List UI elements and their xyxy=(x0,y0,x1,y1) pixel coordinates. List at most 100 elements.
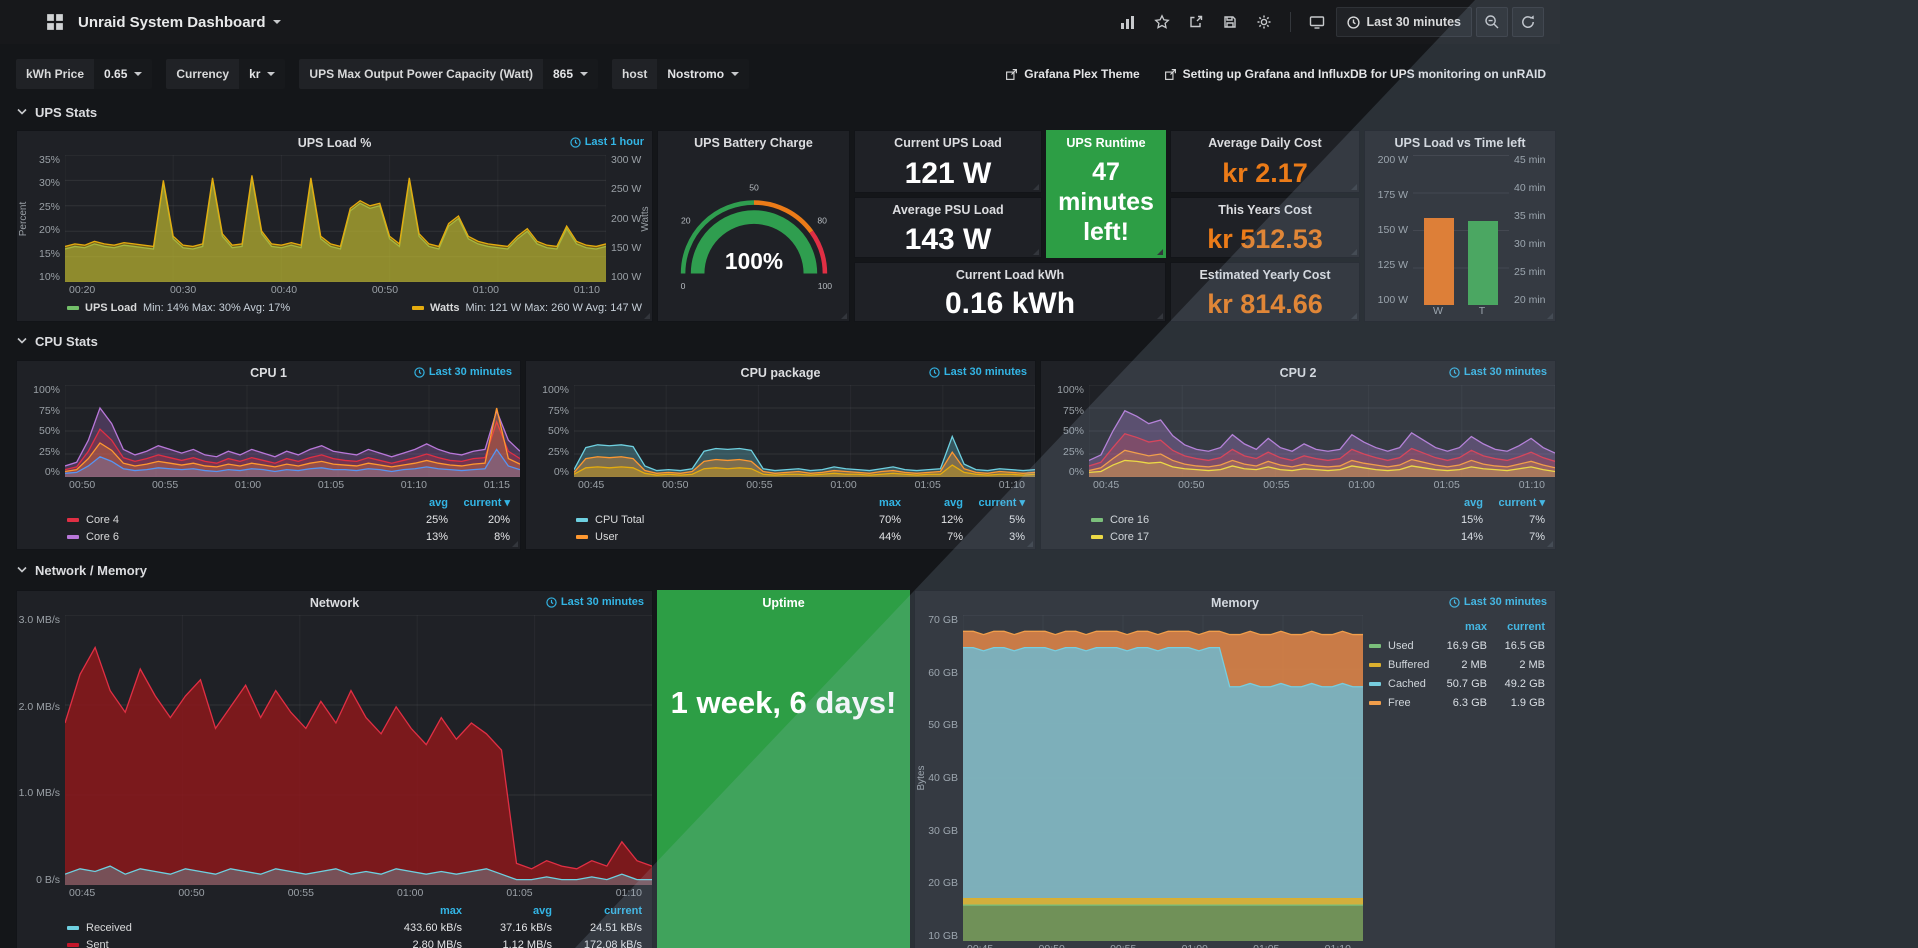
variable-ups-max-output[interactable]: UPS Max Output Power Capacity (Watt) 865 xyxy=(299,59,599,89)
legend-series[interactable]: Watts Min: 121 W Max: 260 W Avg: 147 W xyxy=(411,302,642,314)
variable-value: 865 xyxy=(553,67,574,81)
legend-column-header[interactable]: avg xyxy=(1464,496,1483,509)
legend-column-header[interactable]: current ▾ xyxy=(1498,497,1545,509)
chevron-down-icon xyxy=(267,72,276,76)
chart-plot-area[interactable] xyxy=(963,615,1363,941)
legend-column-header[interactable]: avg xyxy=(429,496,448,509)
section-cpu-stats[interactable]: CPU Stats xyxy=(16,331,98,351)
y-axis-left: 100% 75% 50% 25% 0% xyxy=(1041,385,1089,478)
legend-series-name[interactable]: Core 16 xyxy=(1091,514,1421,526)
clock-icon xyxy=(1449,596,1460,608)
refresh-icon xyxy=(1522,15,1534,28)
legend-series-label: Used xyxy=(1388,639,1414,652)
panel-title[interactable]: Memory Last 30 minutes xyxy=(1211,596,1547,610)
panel-estimated-yearly-cost: Estimated Yearly Cost kr 814.66 xyxy=(1170,262,1360,322)
legend-value: 20% xyxy=(487,513,510,526)
series-line-Core B xyxy=(65,449,520,473)
panel-title[interactable]: UPS Battery Charge xyxy=(694,136,813,150)
time-range-label: Last 30 minutes xyxy=(1366,15,1461,29)
legend-series-name[interactable]: Cached xyxy=(1369,678,1429,690)
dashboard-title-dropdown[interactable]: Unraid System Dashboard xyxy=(78,14,281,31)
chart-plot-area[interactable] xyxy=(65,385,520,477)
gauge-tick: 20 xyxy=(681,215,691,225)
star-button[interactable] xyxy=(1147,7,1177,37)
legend-column-header[interactable]: current xyxy=(604,904,642,917)
legend-column-header[interactable]: max xyxy=(1464,620,1487,633)
y-axis-title-left: Bytes xyxy=(916,765,927,791)
panel-title[interactable]: Estimated Yearly Cost xyxy=(1199,268,1331,282)
variable-host[interactable]: host Nostromo xyxy=(612,59,750,89)
legend-series-name[interactable]: Sent xyxy=(67,939,372,948)
legend-column-header[interactable]: max xyxy=(878,496,901,509)
panel-title[interactable]: Average Daily Cost xyxy=(1208,136,1322,150)
legend-column-header[interactable]: current ▾ xyxy=(463,497,510,509)
chart-plot-area[interactable] xyxy=(65,615,652,885)
legend-value: 49.2 GB xyxy=(1504,677,1545,690)
gauge-value: 100% xyxy=(724,248,782,274)
apps-grid-icon[interactable] xyxy=(40,7,70,37)
legend-series-name[interactable]: CPU Total xyxy=(576,514,839,526)
legend-series-name[interactable]: Received xyxy=(67,922,372,934)
section-title: CPU Stats xyxy=(35,333,98,349)
legend-column-header[interactable]: current xyxy=(1507,620,1545,633)
x-axis-tick: 01:00 xyxy=(830,479,857,491)
y-axis-tick: 250 W xyxy=(611,183,642,196)
legend-value: 15% xyxy=(1460,513,1483,526)
chart-plot-area[interactable] xyxy=(1089,385,1555,477)
panel-title[interactable]: Current Load kWh xyxy=(955,268,1065,282)
clock-icon xyxy=(414,366,425,378)
legend-column-header[interactable]: max xyxy=(439,904,462,917)
panel-title[interactable]: Average PSU Load xyxy=(892,203,1004,217)
refresh-button[interactable] xyxy=(1512,7,1544,37)
panel-title[interactable]: CPU 1 Last 30 minutes xyxy=(250,366,512,380)
link-grafana-plex-theme[interactable]: Grafana Plex Theme xyxy=(1005,67,1140,81)
link-ups-monitoring-guide[interactable]: Setting up Grafana and InfluxDB for UPS … xyxy=(1164,67,1546,81)
x-axis-tick: 01:00 xyxy=(472,284,500,296)
y-axis-tick: 0% xyxy=(44,466,60,478)
y-axis-title-right: Watts xyxy=(640,205,651,232)
zoom-out-button[interactable] xyxy=(1476,7,1508,37)
bar-plot-area[interactable] xyxy=(1413,155,1509,305)
variable-label: kWh Price xyxy=(16,59,95,89)
settings-button[interactable] xyxy=(1249,7,1279,37)
legend-series-name[interactable]: User xyxy=(576,531,839,543)
chart-plot-area[interactable] xyxy=(65,155,606,282)
panel-title[interactable]: UPS Load vs Time left xyxy=(1394,136,1526,150)
variable-currency[interactable]: Currency kr xyxy=(166,59,286,89)
legend-series-name[interactable]: Core 6 xyxy=(67,531,386,543)
chart-legend: max avg current Received 433.60 kB/s 37.16 kB… xyxy=(17,901,652,948)
legend-column-header[interactable]: avg xyxy=(944,496,963,509)
variable-kwh-price[interactable]: kWh Price 0.65 xyxy=(16,59,153,89)
panel-ups-load-percent: UPS Load % Last 1 hour Percent 35% 30% 25%… xyxy=(16,130,653,322)
legend-series[interactable]: UPS Load Min: 14% Max: 30% Avg: 17% xyxy=(67,302,290,314)
legend-series-name[interactable]: Core 4 xyxy=(67,514,386,526)
panel-title[interactable]: Uptime xyxy=(762,596,805,610)
bar-W xyxy=(1424,218,1454,305)
panel-title[interactable]: UPS Load % Last 1 hour xyxy=(297,136,644,150)
section-network-memory[interactable]: Network / Memory xyxy=(16,560,147,580)
legend-series-name[interactable]: Core 17 xyxy=(1091,531,1421,543)
panel-title[interactable]: This Years Cost xyxy=(1218,203,1312,217)
legend-series-name[interactable]: Used xyxy=(1369,640,1429,652)
panels-button[interactable] xyxy=(1113,7,1143,37)
panel-title[interactable]: CPU 2 Last 30 minutes xyxy=(1279,366,1547,380)
panel-title[interactable]: Network Last 30 minutes xyxy=(309,596,644,610)
time-range-picker[interactable]: Last 30 minutes xyxy=(1335,7,1472,37)
panel-title[interactable]: CPU package Last 30 minutes xyxy=(740,366,1027,380)
legend-series-name[interactable]: Buffered xyxy=(1369,659,1429,671)
cycle-view-button[interactable] xyxy=(1302,7,1332,37)
panel-title[interactable]: UPS Runtime xyxy=(1066,136,1146,150)
y-axis-tick: 25% xyxy=(1062,445,1084,458)
panel-title[interactable]: Current UPS Load xyxy=(894,136,1002,150)
legend-column-header[interactable]: avg xyxy=(533,904,552,917)
x-axis-tick: 00:55 xyxy=(1110,943,1136,948)
section-ups-stats[interactable]: UPS Stats xyxy=(16,102,97,122)
share-button[interactable] xyxy=(1181,7,1211,37)
variable-value: 0.65 xyxy=(104,67,128,81)
chart-plot-area[interactable] xyxy=(574,385,1035,477)
legend-series-name[interactable]: Free xyxy=(1369,697,1429,709)
y-axis-tick: 1.0 MB/s xyxy=(18,787,60,800)
legend-series-label: Core 17 xyxy=(1110,530,1150,543)
legend-column-header[interactable]: current ▾ xyxy=(978,497,1025,509)
save-button[interactable] xyxy=(1215,7,1245,37)
